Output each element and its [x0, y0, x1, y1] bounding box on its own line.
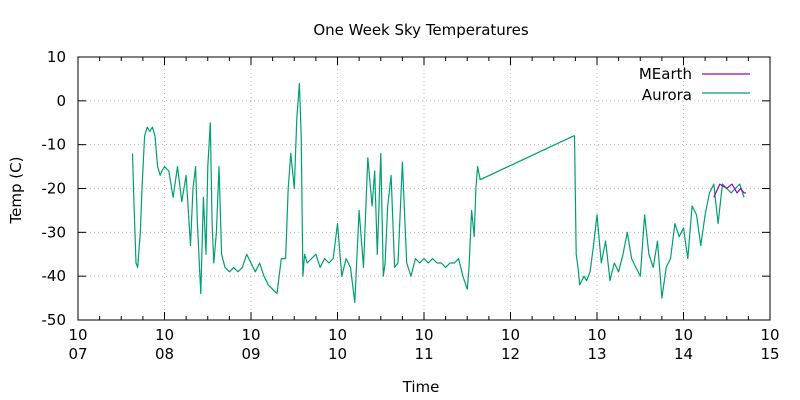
x-tick-label-day: 10	[328, 345, 347, 363]
x-tick-label-day: 08	[155, 345, 174, 363]
series-line-aurora	[131, 82, 745, 304]
x-tick-label-month: 10	[414, 326, 433, 344]
x-tick-label-day: 13	[587, 345, 606, 363]
chart-title: One Week Sky Temperatures	[313, 21, 529, 39]
x-tick-label-day: 12	[501, 345, 520, 363]
x-tick-label-month: 10	[674, 326, 693, 344]
x-tick-label-month: 10	[328, 326, 347, 344]
legend: MEarth Aurora	[639, 65, 750, 104]
x-tick-label-month: 10	[155, 326, 174, 344]
legend-label-mearth: MEarth	[639, 65, 692, 83]
x-tick-label-day: 09	[241, 345, 260, 363]
y-tick-label: 10	[47, 48, 66, 66]
series-layer	[131, 82, 746, 304]
y-tick-label: -10	[42, 136, 67, 154]
x-tick-label-day: 07	[68, 345, 87, 363]
grid	[78, 57, 770, 320]
y-tick-label: -50	[42, 311, 67, 329]
x-tick-label-month: 10	[760, 326, 779, 344]
x-tick-label-day: 11	[414, 345, 433, 363]
x-tick-label-month: 10	[501, 326, 520, 344]
ticks: 100-10-20-30-40-501007100810091010101110…	[42, 48, 780, 363]
y-tick-label: -20	[42, 180, 67, 198]
y-tick-label: 0	[56, 92, 66, 110]
x-tick-label-month: 10	[241, 326, 260, 344]
x-axis-label: Time	[402, 378, 440, 396]
legend-label-aurora: Aurora	[642, 86, 692, 104]
x-tick-label-day: 15	[760, 345, 779, 363]
y-axis-label: Temp (C)	[7, 157, 25, 225]
x-tick-label-day: 14	[674, 345, 693, 363]
y-tick-label: -30	[42, 223, 67, 241]
x-tick-label-month: 10	[68, 326, 87, 344]
series-line-mearth	[713, 183, 746, 198]
y-tick-label: -40	[42, 267, 67, 285]
x-tick-label-month: 10	[587, 326, 606, 344]
